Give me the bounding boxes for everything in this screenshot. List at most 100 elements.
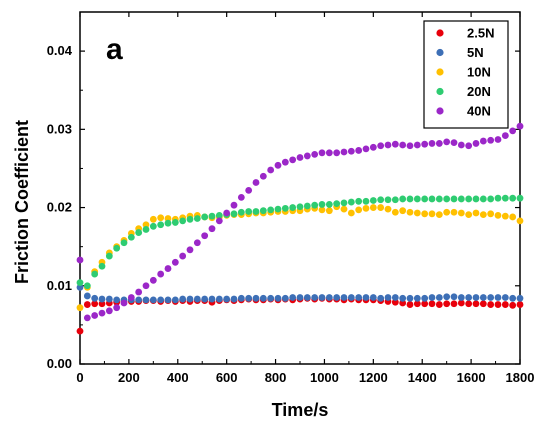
x-tick-label: 0 — [76, 370, 83, 385]
data-point — [171, 258, 179, 266]
data-point — [509, 194, 517, 202]
data-point — [311, 150, 319, 158]
legend-label: 2.5N — [467, 26, 494, 41]
data-point — [245, 208, 253, 215]
data-point — [428, 195, 436, 203]
data-point — [157, 221, 165, 229]
data-point — [83, 282, 91, 290]
data-point — [91, 312, 99, 319]
data-point — [406, 294, 414, 302]
data-point — [472, 209, 480, 217]
data-point — [413, 209, 421, 217]
data-point — [215, 211, 223, 219]
data-point — [384, 141, 392, 149]
x-tick-label: 1400 — [408, 370, 437, 385]
data-point — [325, 294, 333, 301]
data-point — [120, 239, 128, 247]
data-point — [362, 197, 370, 205]
data-point — [193, 239, 201, 247]
data-point — [494, 136, 502, 143]
x-axis-title: Time/s — [272, 400, 329, 420]
data-point — [135, 229, 143, 236]
data-point — [457, 209, 465, 217]
data-point — [421, 300, 429, 308]
data-point — [325, 149, 333, 157]
data-point — [443, 293, 451, 301]
data-point — [369, 294, 377, 301]
data-point — [113, 296, 121, 304]
data-point — [164, 215, 172, 222]
data-point — [267, 206, 275, 214]
data-point — [157, 214, 165, 222]
data-point — [127, 233, 135, 241]
data-point — [384, 196, 392, 204]
data-point — [289, 204, 297, 211]
data-point — [487, 195, 495, 203]
data-point — [391, 196, 399, 204]
data-point — [215, 217, 223, 225]
data-point — [318, 294, 326, 301]
data-point — [413, 294, 421, 302]
data-point — [465, 142, 473, 150]
data-point — [179, 217, 187, 225]
data-point — [355, 147, 363, 154]
data-point — [296, 154, 304, 161]
data-point — [76, 256, 84, 264]
data-point — [267, 294, 275, 302]
y-tick-label: 0.02 — [47, 200, 72, 215]
x-tick-label: 800 — [265, 370, 287, 385]
data-point — [149, 276, 157, 284]
data-point — [76, 327, 84, 335]
data-point — [333, 200, 341, 208]
data-point — [435, 211, 443, 218]
data-point — [91, 300, 99, 308]
data-point — [303, 152, 311, 160]
data-point — [479, 294, 487, 301]
data-point — [259, 172, 267, 180]
data-point — [76, 283, 84, 291]
legend: 2.5N 5N 10N 20N 40N — [423, 20, 509, 129]
legend-label: 40N — [467, 104, 491, 119]
data-point — [186, 246, 194, 254]
data-point — [435, 301, 443, 308]
data-point — [105, 295, 113, 303]
data-point — [164, 265, 172, 272]
data-point — [428, 140, 436, 147]
data-point — [296, 294, 304, 301]
data-point — [237, 208, 245, 216]
data-point — [362, 145, 370, 153]
data-point — [149, 296, 157, 304]
data-point — [472, 195, 480, 203]
legend-marker — [436, 87, 444, 96]
data-point — [289, 294, 297, 301]
data-point — [421, 140, 429, 148]
data-point — [201, 232, 209, 240]
panel-label: a — [106, 33, 123, 66]
data-point — [252, 179, 260, 186]
data-point — [208, 212, 216, 220]
y-axis-title: Friction Coefficient — [12, 120, 32, 284]
data-point — [509, 213, 517, 221]
data-point — [465, 195, 473, 203]
data-point — [399, 195, 407, 203]
data-point — [91, 270, 99, 278]
data-point — [142, 296, 150, 304]
data-point — [479, 211, 487, 218]
data-point — [325, 201, 333, 208]
data-point — [223, 209, 231, 217]
data-point — [428, 210, 436, 218]
data-point — [435, 140, 443, 147]
data-point — [303, 294, 311, 301]
data-point — [362, 204, 370, 212]
data-point — [157, 270, 165, 278]
data-point — [472, 300, 480, 308]
data-point — [281, 158, 289, 166]
data-point — [303, 202, 311, 210]
data-point — [98, 300, 106, 308]
data-point — [311, 201, 319, 209]
data-point — [465, 294, 473, 301]
data-point — [149, 222, 157, 230]
data-point — [428, 300, 436, 308]
data-point — [406, 208, 414, 216]
y-tick-label: 0.03 — [47, 121, 72, 136]
